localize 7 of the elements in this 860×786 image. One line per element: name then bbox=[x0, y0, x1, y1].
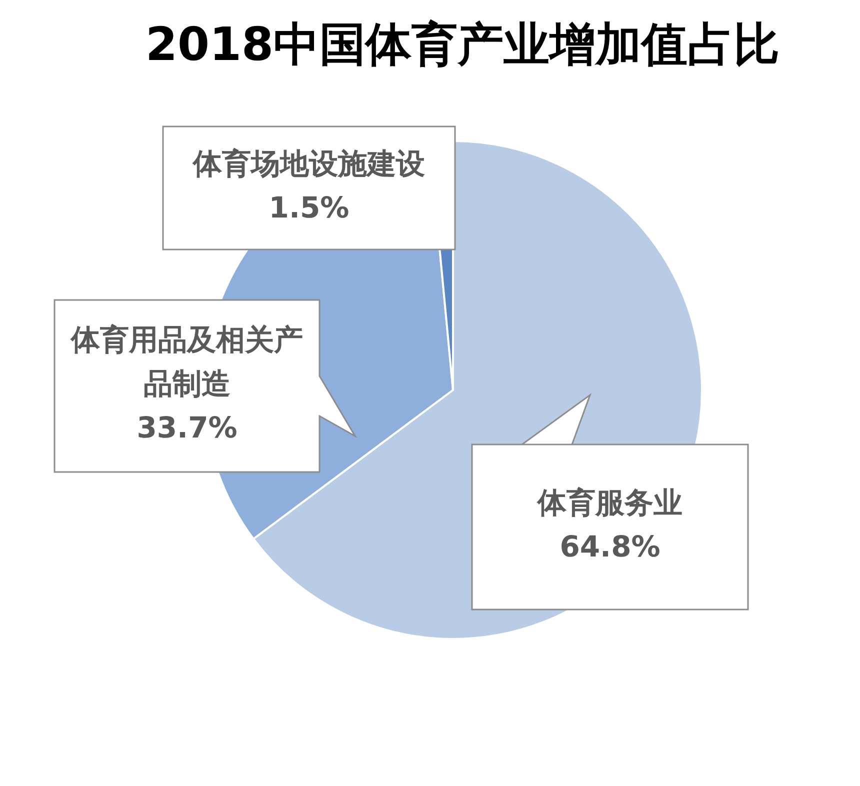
data-label: 33.7% bbox=[136, 410, 238, 445]
slice-label: 体育用品及相关产品制造 bbox=[70, 322, 303, 401]
slice-label: 体育场地设施建设 bbox=[192, 146, 425, 181]
data-label: 64.8% bbox=[560, 530, 660, 564]
data-label: 1.5% bbox=[268, 190, 350, 225]
chart-title: 2018中国体育产业增加值占比 bbox=[144, 16, 781, 73]
slice-label: 体育服务业 bbox=[536, 486, 682, 520]
